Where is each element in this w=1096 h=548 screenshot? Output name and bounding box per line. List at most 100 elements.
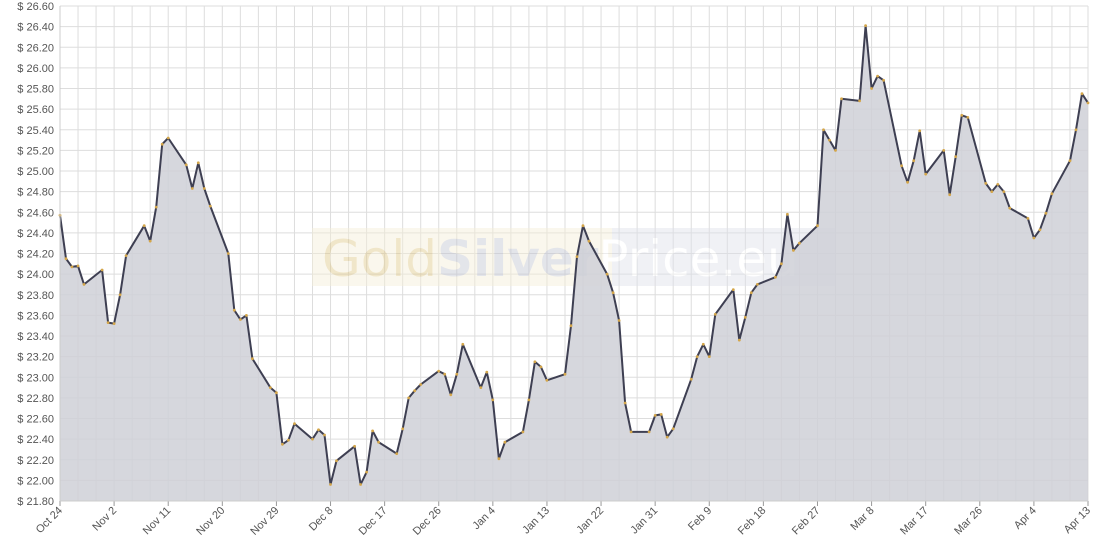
data-point (1086, 101, 1090, 105)
data-point (64, 257, 68, 261)
data-point (653, 414, 657, 417)
data-points (58, 24, 1090, 486)
data-point (437, 369, 441, 373)
data-point (731, 288, 735, 291)
y-tick-label: $ 22.40 (17, 434, 54, 446)
data-point (70, 265, 74, 269)
data-point (485, 370, 489, 374)
data-point (665, 435, 669, 439)
y-tick-label: $ 26.00 (17, 63, 54, 75)
watermark-gold: Gold (322, 230, 437, 288)
data-point (335, 459, 338, 463)
data-point (1038, 228, 1042, 232)
data-point (1008, 206, 1012, 210)
data-point (239, 318, 242, 321)
data-point (545, 378, 549, 382)
data-point (371, 429, 374, 433)
data-point (148, 239, 152, 243)
data-point (569, 324, 573, 328)
y-tick-label: $ 26.60 (17, 1, 54, 13)
data-point (611, 291, 615, 295)
x-tick-label: Dec 17 (357, 505, 390, 538)
data-point (695, 355, 699, 358)
data-point (503, 440, 507, 444)
data-point (293, 422, 296, 426)
y-tick-label: $ 24.40 (17, 228, 54, 240)
data-point (521, 430, 525, 434)
data-point (984, 182, 988, 185)
data-point (245, 314, 248, 317)
data-point (275, 391, 278, 395)
y-tick-label: $ 24.60 (17, 207, 54, 219)
data-point (671, 427, 675, 431)
data-point (160, 142, 164, 146)
data-point (208, 204, 212, 208)
data-point (353, 444, 356, 448)
data-point (617, 319, 621, 322)
data-point (106, 321, 110, 324)
data-point (924, 172, 928, 176)
x-tick-label: Apr 13 (1062, 505, 1093, 536)
y-tick-label: $ 23.20 (17, 352, 54, 364)
data-point (858, 99, 861, 103)
data-point (960, 113, 964, 117)
data-point (461, 342, 465, 346)
x-tick-label: Jan 13 (520, 505, 552, 537)
x-tick-label: Jan 31 (628, 505, 660, 537)
x-tick-label: Jan 22 (574, 505, 606, 537)
data-point (942, 149, 946, 152)
data-point (912, 159, 916, 163)
data-point (251, 357, 254, 361)
data-point (100, 268, 104, 272)
data-point (269, 386, 272, 389)
data-point (419, 383, 423, 386)
data-point (756, 283, 759, 286)
data-point (533, 360, 537, 364)
data-point (563, 372, 567, 376)
x-tick-label: Feb 18 (736, 505, 769, 538)
data-point (1002, 190, 1006, 194)
data-point (701, 342, 705, 346)
data-point (112, 322, 116, 325)
x-tick-label: Mar 26 (952, 505, 985, 538)
y-tick-label: $ 26.20 (17, 42, 54, 54)
y-tick-label: $ 21.80 (17, 496, 54, 508)
data-point (864, 24, 867, 27)
data-point (479, 386, 483, 389)
data-point (82, 283, 86, 286)
data-point (287, 438, 290, 442)
data-point (184, 163, 188, 167)
y-tick-label: $ 23.80 (17, 290, 54, 302)
x-tick-label: Oct 24 (34, 505, 65, 536)
data-point (647, 430, 651, 434)
data-point (918, 129, 922, 133)
data-point (124, 254, 128, 257)
data-point (623, 401, 627, 405)
x-tick-label: Mar 17 (898, 505, 931, 538)
data-point (413, 389, 417, 393)
data-point (539, 365, 543, 369)
y-tick-label: $ 22.80 (17, 393, 54, 405)
data-point (876, 74, 879, 78)
x-tick-label: Apr 4 (1012, 505, 1039, 532)
data-point (118, 293, 122, 297)
x-tick-label: Dec 8 (307, 505, 336, 534)
data-point (948, 193, 952, 197)
data-point (449, 393, 453, 397)
data-point (713, 312, 717, 316)
data-point (605, 272, 609, 276)
data-point (395, 452, 399, 455)
data-point (202, 187, 206, 190)
data-point (990, 190, 994, 194)
data-point (906, 180, 909, 184)
data-point (196, 161, 200, 165)
data-point (1032, 236, 1036, 240)
data-point (587, 239, 591, 243)
price-line (59, 24, 1089, 486)
data-point (76, 264, 80, 268)
data-point (786, 212, 789, 216)
data-point (443, 372, 447, 376)
data-point (816, 224, 819, 228)
watermark-price: Price.eu (598, 230, 798, 288)
